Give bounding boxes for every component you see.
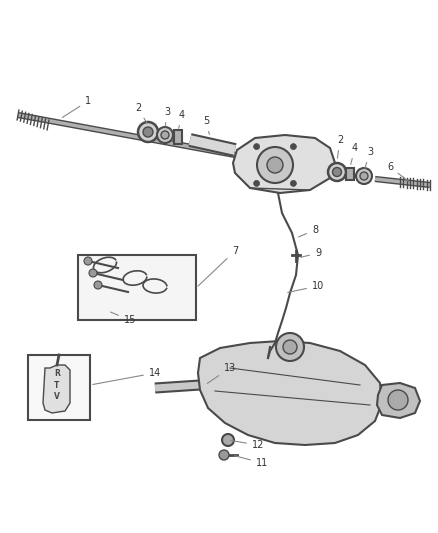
Circle shape [328,163,346,181]
Circle shape [254,143,260,150]
Polygon shape [198,341,382,445]
Circle shape [276,333,304,361]
Text: 4: 4 [179,110,185,128]
Text: 13: 13 [207,363,236,383]
Circle shape [89,269,97,277]
Circle shape [157,127,173,143]
Text: 3: 3 [164,107,170,126]
Text: 2: 2 [135,103,147,123]
Circle shape [290,180,297,187]
Text: 14: 14 [93,368,161,384]
Text: 15: 15 [110,312,136,325]
Text: R
T
V: R T V [54,369,60,401]
Text: 12: 12 [231,440,264,450]
Bar [28,355,90,420]
Text: 6: 6 [387,162,410,182]
Circle shape [143,127,153,137]
Circle shape [360,172,368,180]
Text: 8: 8 [299,225,318,237]
Text: 9: 9 [301,248,321,258]
Text: 2: 2 [337,135,343,158]
Bar [346,168,354,180]
Bar [78,255,196,320]
Polygon shape [377,383,420,418]
Circle shape [219,450,229,460]
Text: 10: 10 [288,281,324,293]
Circle shape [254,180,260,187]
Circle shape [283,340,297,354]
Circle shape [161,131,169,139]
Text: 4: 4 [351,143,358,164]
Circle shape [94,281,102,289]
Text: 7: 7 [198,246,238,286]
Text: 3: 3 [365,147,373,168]
Circle shape [388,390,408,410]
Circle shape [290,143,297,150]
Text: 5: 5 [203,116,209,134]
Circle shape [332,167,342,176]
Polygon shape [43,365,70,413]
Circle shape [267,157,283,173]
Circle shape [222,434,234,446]
Text: 11: 11 [235,456,268,468]
Circle shape [257,147,293,183]
Circle shape [356,168,372,184]
Text: 1: 1 [62,96,91,117]
Polygon shape [233,135,335,193]
Circle shape [84,257,92,265]
Circle shape [138,122,158,142]
Bar [174,130,182,144]
